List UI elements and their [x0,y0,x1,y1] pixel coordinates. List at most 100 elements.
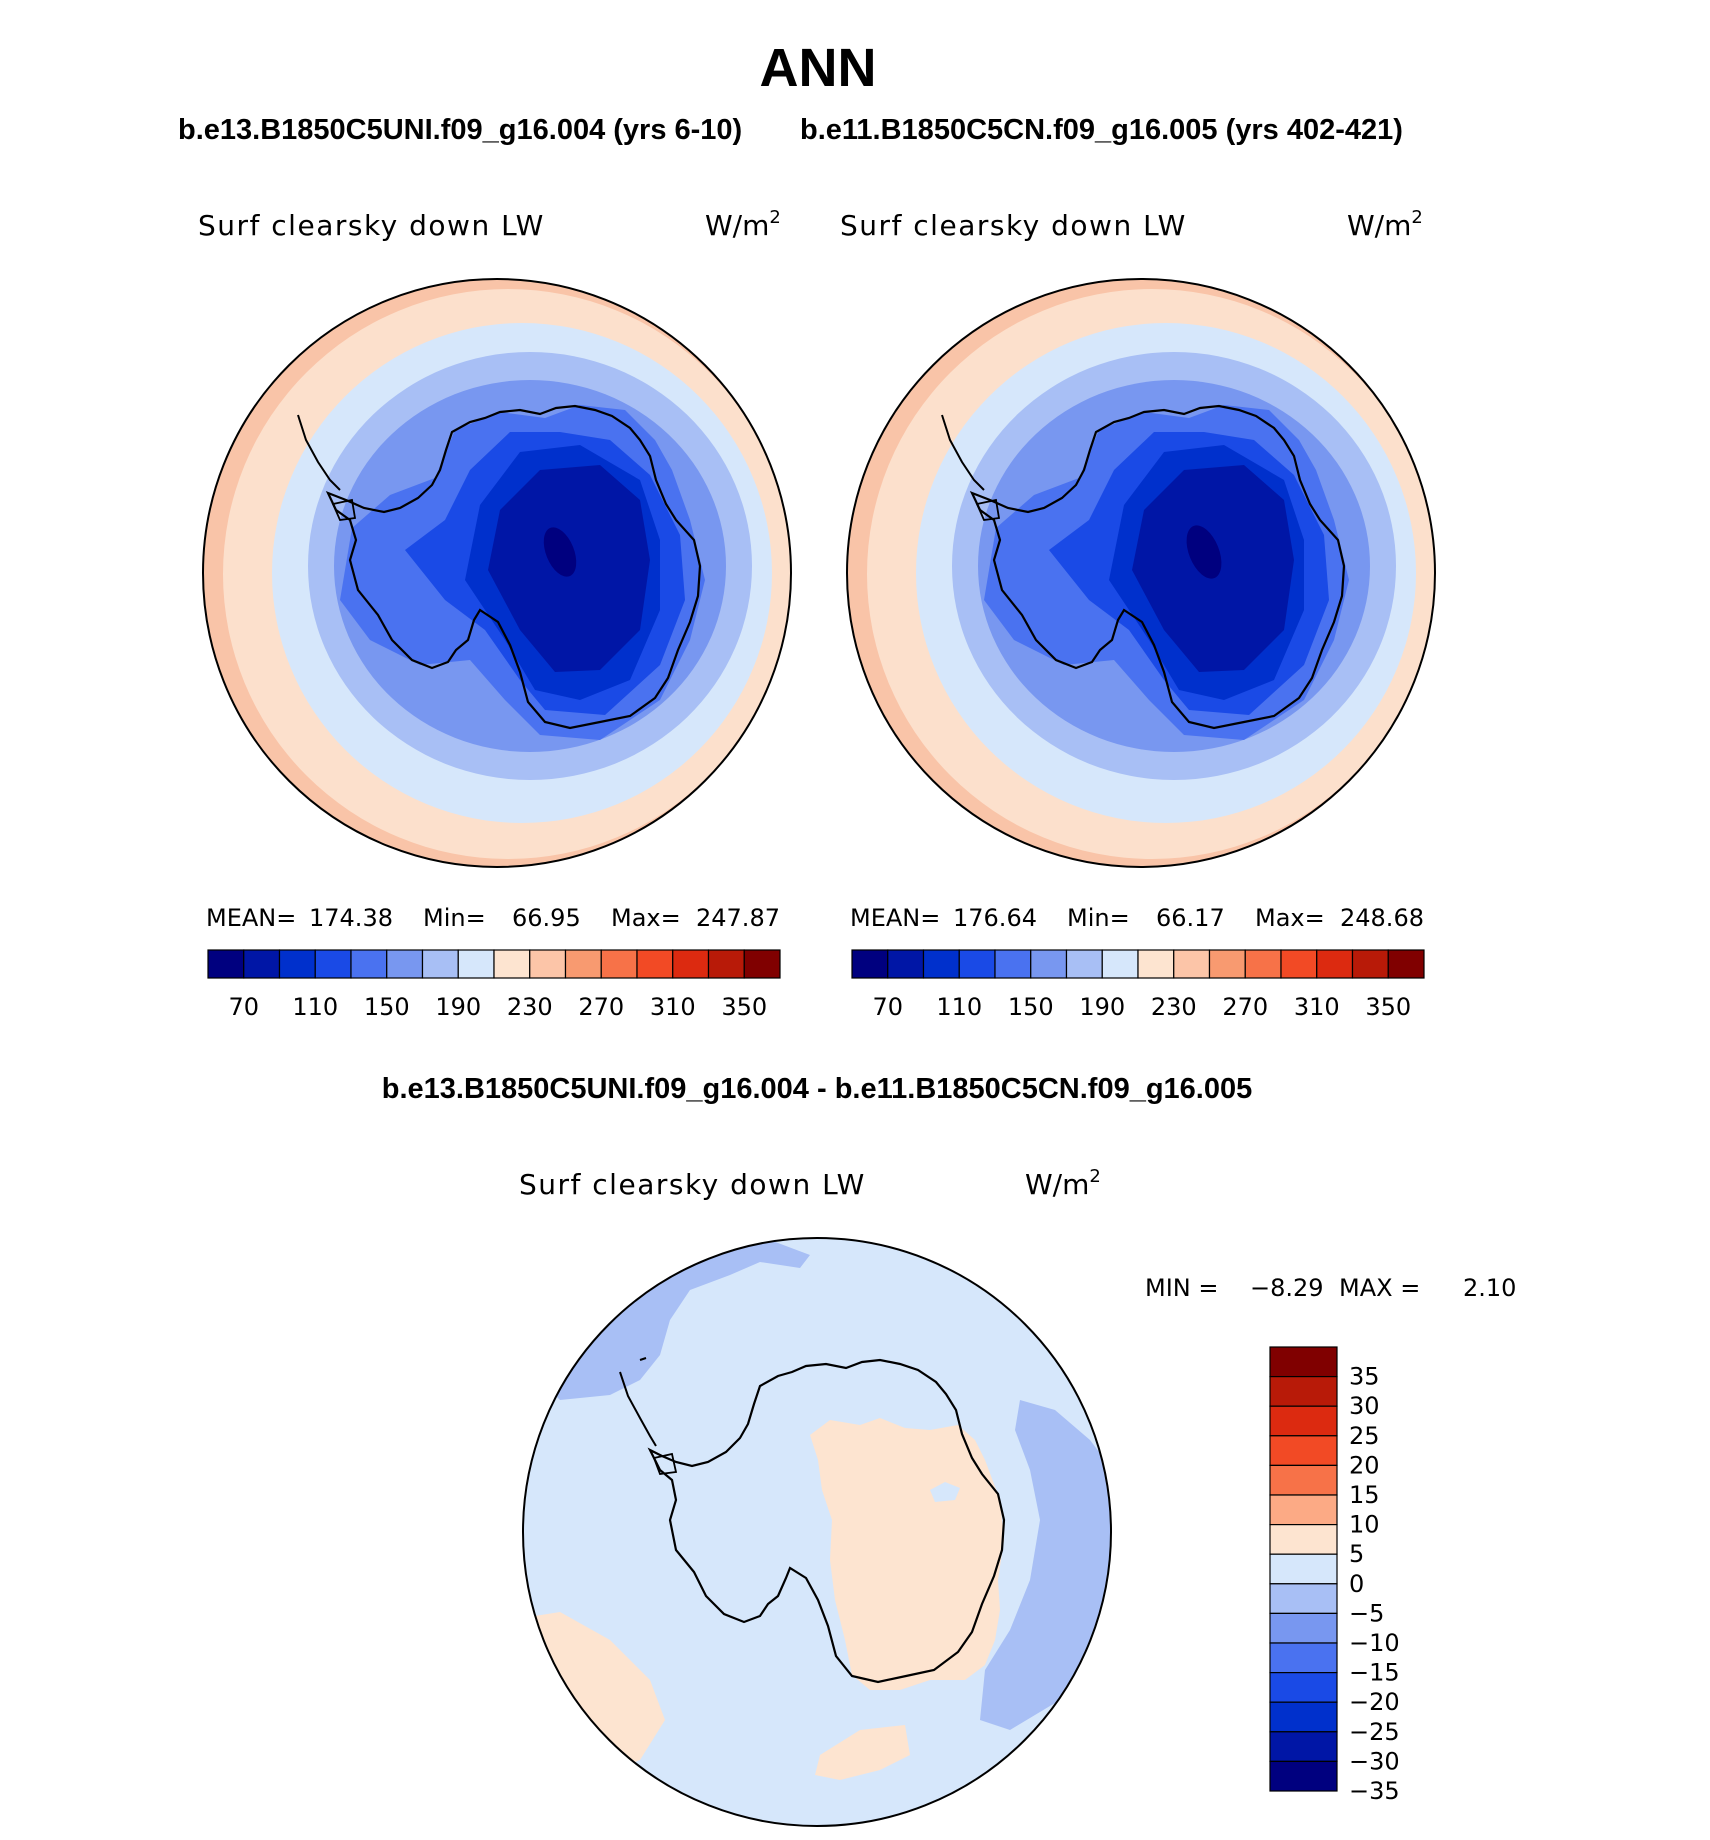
colorbar-left-swatch [743,949,781,979]
colorbar-left-swatch [707,949,745,979]
colorbar-difference-swatch [1269,1642,1338,1674]
colorbar-right-swatch [1137,949,1175,979]
colorbar-left-tick-label: 190 [435,993,481,1021]
colorbar-difference-swatch [1269,1435,1338,1467]
stats-left-mean: 174.38 [309,904,393,932]
stats-left: MEAN= 174.38 Min= 66.95 Max= 247.87 [206,904,780,932]
stats-left-min: 66.95 [512,904,581,932]
colorbar-left: 70 110 150 190 230 270 310 350 [207,949,781,1021]
map-right-border [846,278,1436,868]
map-left [203,279,791,867]
panel-left-variable: Surf clearsky down LW [198,209,545,242]
colorbar-left-tick-label: 150 [364,993,410,1021]
colorbar-right-tick-label: 350 [1365,993,1411,1021]
stats-left-max: 247.87 [696,904,780,932]
colorbar-difference-tick-label: 15 [1349,1481,1380,1509]
colorbar-difference-tick-label: 0 [1349,1570,1364,1598]
panel-left-units: W/m2 [705,207,781,242]
colorbar-difference-tick-label: 35 [1349,1363,1380,1391]
colorbar-difference-swatch [1269,1405,1338,1437]
colorbar-right-swatch [851,949,889,979]
colorbar-right-tick-label: 110 [936,993,982,1021]
season-title: ANN [760,38,877,98]
colorbar-difference-tick-label: −20 [1349,1688,1400,1716]
colorbar-right-tick-label: 70 [872,993,903,1021]
colorbar-left-swatch [350,949,388,979]
colorbar-left-tick-label: 110 [292,993,338,1021]
colorbar-left-swatch [421,949,459,979]
colorbar-difference-swatch [1269,1553,1338,1585]
panel-left-case-title: b.e13.B1850C5UNI.f09_g16.004 (yrs 6-10) [178,114,742,146]
colorbar-difference-tick-label: −30 [1349,1747,1400,1775]
colorbar-right-swatch [1387,949,1425,979]
colorbar-difference-swatch [1269,1701,1338,1733]
diff-stats-min: −8.29 [1250,1274,1324,1302]
colorbar-left-swatch [314,949,352,979]
map-left-border [202,278,792,868]
colorbar-left-tick-label: 350 [721,993,767,1021]
colorbar-left-swatch [457,949,495,979]
stats-right: MEAN= 176.64 Min= 66.17 Max= 248.68 [850,904,1424,932]
colorbar-right-swatch [1351,949,1389,979]
colorbar-difference-swatch [1269,1494,1338,1526]
colorbar-difference-swatch [1269,1375,1338,1407]
colorbar-right-swatch [1316,949,1354,979]
panel-difference: b.e13.B1850C5UNI.f09_g16.004 - b.e11.B18… [382,1073,1516,1827]
map-difference-border [522,1237,1112,1827]
colorbar-left-swatch [636,949,674,979]
colorbar-right-swatch [958,949,996,979]
colorbar-difference-swatch [1269,1346,1338,1378]
colorbar-difference-tick-label: 30 [1349,1392,1380,1420]
stats-left-mean-label: MEAN= [206,904,296,932]
diff-title: b.e13.B1850C5UNI.f09_g16.004 - b.e11.B18… [382,1073,1253,1105]
colorbar-difference-tick-label: 5 [1349,1540,1364,1568]
colorbar-left-swatch [564,949,602,979]
stats-right-mean: 176.64 [953,904,1037,932]
colorbar-right-swatch [994,949,1032,979]
colorbar-right-tick-label: 310 [1294,993,1340,1021]
colorbar-difference-tick-label: −10 [1349,1629,1400,1657]
colorbar-left-tick-label: 310 [650,993,696,1021]
panel-left: b.e13.B1850C5UNI.f09_g16.004 (yrs 6-10) … [178,114,792,1021]
stats-right-min-label: Min= [1067,904,1130,932]
colorbar-difference-swatch [1269,1612,1338,1644]
colorbar-right-swatch [1244,949,1282,979]
colorbar-left-tick-label: 70 [228,993,259,1021]
colorbar-difference-swatch [1269,1731,1338,1763]
colorbar-right-swatch [1101,949,1139,979]
colorbar-right-tick-label: 150 [1008,993,1054,1021]
colorbar-right-tick-label: 270 [1222,993,1268,1021]
diff-units: W/m2 [1025,1166,1101,1201]
stats-left-min-label: Min= [423,904,486,932]
stats-right-max: 248.68 [1340,904,1424,932]
colorbar-difference-tick-label: −25 [1349,1718,1400,1746]
colorbar-left-tick-label: 270 [578,993,624,1021]
panel-right: b.e11.B1850C5CN.f09_g16.005 (yrs 402-421… [800,114,1436,1021]
colorbar-left-swatch [529,949,567,979]
colorbar-left-tick-label: 230 [507,993,553,1021]
stats-left-max-label: Max= [611,904,681,932]
colorbar-left-swatch [207,949,245,979]
antarctica-coastline-right [969,404,1346,730]
colorbar-left-swatch [493,949,531,979]
colorbar-right-tick-label: 190 [1079,993,1125,1021]
antarctica-coastline-left [325,404,702,730]
diff-variable: Surf clearsky down LW [519,1168,866,1201]
colorbar-right-swatch [1173,949,1211,979]
colorbar-right-swatch [887,949,925,979]
colorbar-left-swatch [278,949,316,979]
stats-right-mean-label: MEAN= [850,904,940,932]
colorbar-difference-swatch [1269,1671,1338,1703]
colorbar-right-swatch [922,949,960,979]
stats-right-max-label: Max= [1255,904,1325,932]
panel-right-case-title: b.e11.B1850C5CN.f09_g16.005 (yrs 402-421… [800,114,1403,146]
colorbar-difference-swatch [1269,1523,1338,1555]
colorbar-difference-tick-label: 25 [1349,1422,1380,1450]
colorbar-difference-swatch [1269,1583,1338,1615]
colorbar-difference-tick-label: 10 [1349,1511,1380,1539]
map-difference [523,1238,1111,1826]
diff-stats-max: 2.10 [1463,1274,1516,1302]
colorbar-difference-tick-label: 20 [1349,1451,1380,1479]
colorbar-difference-tick-label: −35 [1349,1777,1400,1805]
antarctica-coastline-diff [647,1358,1006,1684]
